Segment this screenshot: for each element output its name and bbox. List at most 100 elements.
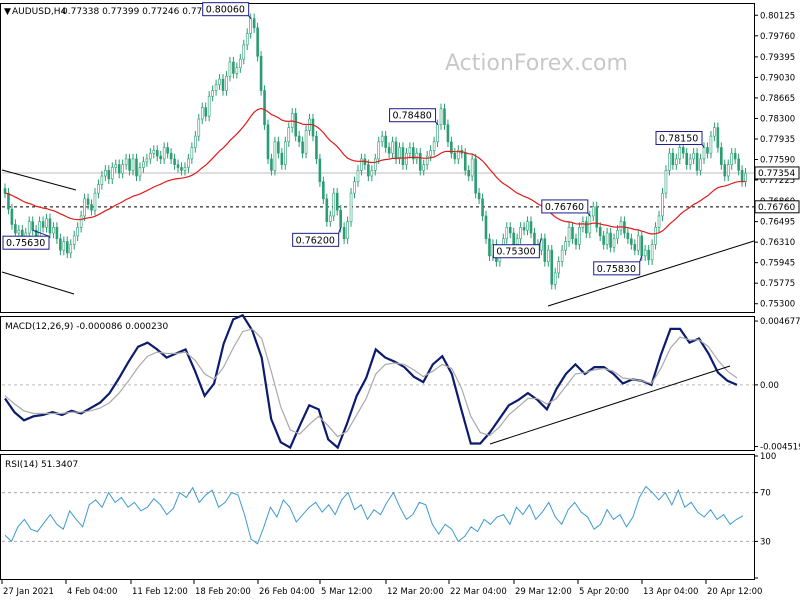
candle-body — [124, 158, 128, 165]
time-axis-label: 18 Feb 20:00 — [195, 587, 251, 597]
rsi-plot — [2, 485, 754, 545]
candle-body — [131, 158, 135, 171]
price-callout-pointer — [338, 227, 342, 234]
candle-body — [83, 198, 86, 217]
candle-body — [453, 152, 457, 160]
candle-body — [45, 218, 48, 228]
candle-body — [605, 232, 609, 245]
candle-body — [135, 158, 138, 177]
candle-body — [463, 152, 467, 171]
symbol-label: AUDUSD,H4 — [12, 7, 67, 17]
candle-body — [515, 238, 519, 245]
level-price-box-label: 0.76760 — [758, 203, 795, 213]
collapse-arrow-icon[interactable]: ▼ — [4, 7, 11, 17]
time-axis-label: 13 Apr 04:00 — [643, 587, 698, 597]
candle-body — [107, 170, 111, 180]
candle-body — [239, 58, 242, 69]
candle-body — [664, 170, 668, 194]
candle-body — [128, 158, 131, 171]
candle-body — [225, 75, 228, 91]
price-axis-label: 0.75775 — [760, 279, 795, 289]
price-axis-label: 0.78300 — [760, 114, 795, 124]
price-callout-pointer — [538, 238, 542, 245]
current-price-box — [754, 166, 800, 180]
candle-body — [218, 78, 221, 86]
price-axis-label: 0.75300 — [760, 300, 795, 310]
candle-body — [425, 155, 429, 165]
candle-body — [235, 67, 239, 74]
candle-body — [328, 215, 332, 222]
candle-body — [315, 135, 318, 160]
candle-body — [180, 167, 183, 171]
price-callout-box — [541, 199, 589, 214]
current-price-box-label: 0.77354 — [758, 169, 795, 179]
candle-body — [59, 238, 62, 251]
candle-body — [467, 170, 471, 177]
candle-body — [339, 209, 342, 228]
candle-body — [342, 227, 346, 240]
candle-body — [737, 158, 740, 171]
price-axis-label: 0.79395 — [760, 53, 795, 63]
candle-body — [27, 221, 31, 234]
macd-line — [4, 313, 738, 450]
candle-body — [14, 224, 17, 234]
moving-average-line — [4, 107, 746, 235]
candle-body — [564, 241, 567, 251]
candle-body — [318, 158, 322, 183]
candle-body — [733, 152, 737, 160]
candle-body — [356, 170, 360, 183]
candle-body — [162, 147, 166, 160]
candle-body — [612, 238, 616, 248]
candle-body — [394, 141, 398, 160]
candle-body — [671, 152, 675, 165]
candle-body — [353, 181, 356, 194]
candle-body — [79, 215, 83, 228]
price-callout-box — [292, 232, 340, 247]
candle-body — [373, 158, 377, 171]
price-callout-label: 0.75300 — [496, 247, 535, 258]
time-axis-label: 5 Mar 12:00 — [321, 587, 372, 597]
price-axis-label: 0.76310 — [760, 238, 795, 248]
candle-body — [439, 108, 443, 126]
candle-body — [713, 127, 716, 137]
candle-body — [183, 167, 187, 171]
candle-body — [574, 238, 578, 245]
candle-body — [200, 107, 204, 120]
price-axis-label: 0.76495 — [760, 218, 795, 228]
candle-body — [505, 227, 509, 240]
candle-body — [173, 158, 176, 165]
candle-body — [204, 107, 208, 117]
candle-body — [114, 164, 118, 168]
candle-body — [446, 124, 450, 143]
candle-body — [436, 124, 439, 143]
candle-body — [654, 227, 657, 245]
candle-body — [207, 95, 211, 117]
candle-body — [245, 33, 249, 46]
price-callout-label: 0.80060 — [206, 5, 245, 16]
rsi-title: RSI(14) 51.3407 — [5, 460, 78, 470]
candle-body — [176, 164, 180, 168]
candle-body — [553, 272, 557, 285]
rsi-axis-label: 30 — [760, 537, 771, 547]
candle-body — [522, 227, 526, 231]
price-callout-pointer — [248, 15, 252, 19]
candle-body — [457, 150, 460, 160]
candle-body — [360, 158, 363, 171]
candle-body — [145, 158, 149, 163]
price-callout-box — [492, 244, 540, 259]
candle-body — [647, 249, 650, 261]
candle-body — [155, 150, 159, 157]
candle-body — [110, 167, 114, 180]
candle-body — [557, 261, 560, 274]
candle-body — [256, 27, 259, 57]
time-axis-label: 11 Feb 12:00 — [132, 587, 188, 597]
candle-body — [252, 18, 256, 29]
candle-body — [100, 175, 104, 185]
candle-body — [630, 238, 633, 245]
price-axis-label: 0.77225 — [760, 176, 795, 186]
candle-body — [62, 241, 66, 251]
candle-body — [187, 158, 190, 168]
candle-body — [280, 152, 284, 165]
candle-body — [138, 167, 142, 177]
